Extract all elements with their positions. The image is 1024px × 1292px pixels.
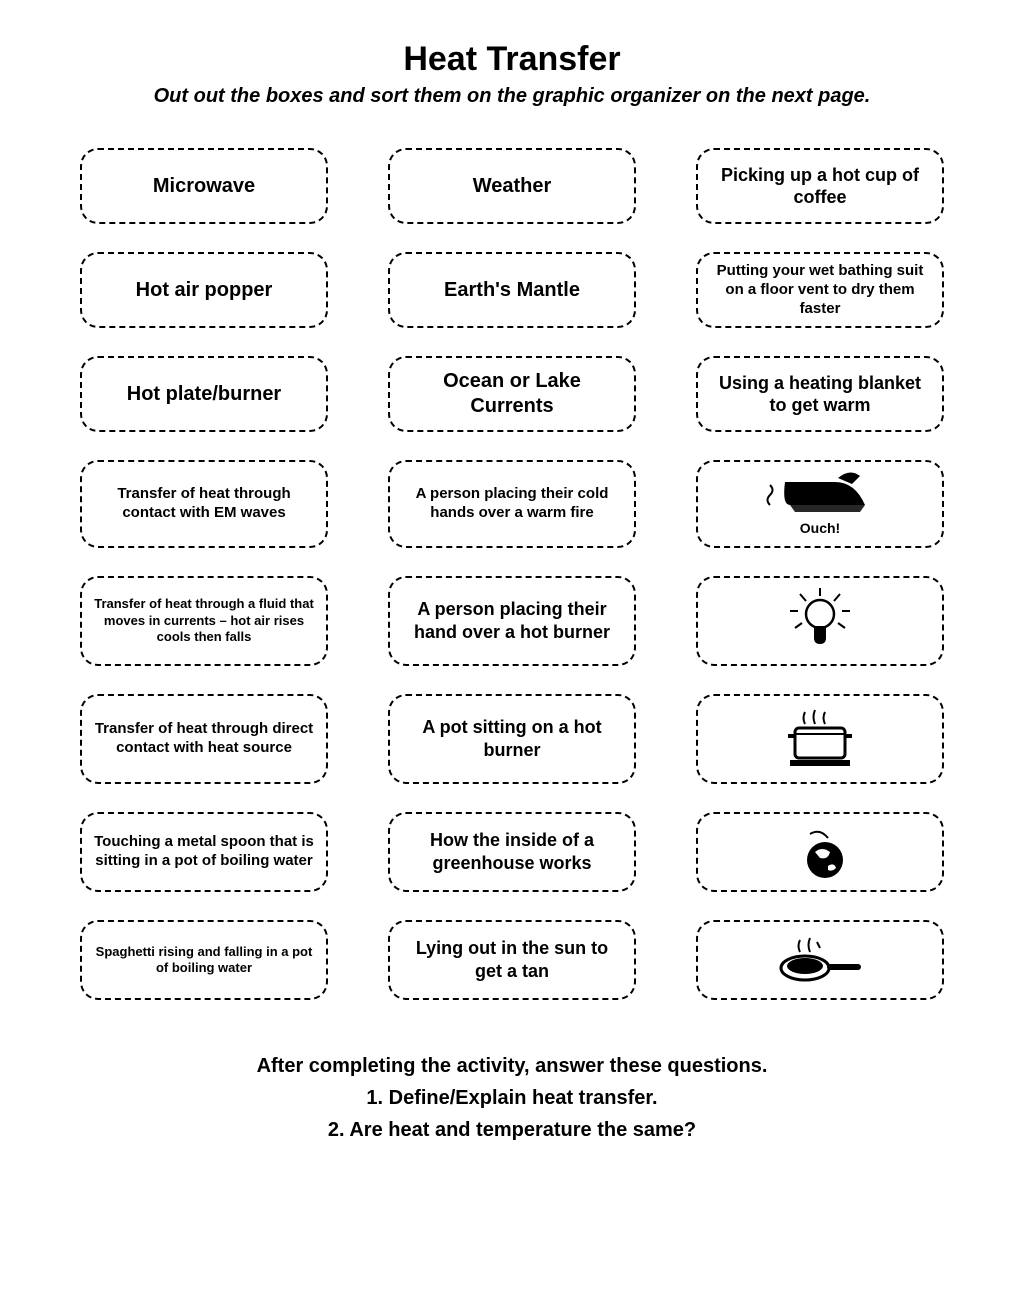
card-text: Transfer of heat through a fluid that mo… [92,596,316,645]
card-text: Earth's Mantle [444,278,580,303]
card-greenhouse: How the inside of a greenhouse works [388,812,636,892]
footer-questions: After completing the activity, answer th… [60,1050,964,1146]
card-sun-tan: Lying out in the sun to get a tan [388,920,636,1000]
card-hot-cup-coffee: Picking up a hot cup of coffee [696,148,944,224]
card-text: Picking up a hot cup of coffee [708,164,932,209]
frying-pan-icon [765,930,875,990]
card-text: Transfer of heat through contact with EM… [92,485,316,523]
icon-label: Ouch! [800,520,840,538]
instructions-text: Out out the boxes and sort them on the g… [60,85,964,108]
card-iron-ouch: Ouch! [696,460,944,548]
globe-icon [770,822,870,882]
card-text: Weather [473,174,552,199]
card-text: Ocean or Lake Currents [400,369,624,419]
card-earths-mantle: Earth's Mantle [388,252,636,328]
card-text: Transfer of heat through direct contact … [92,720,316,758]
card-pot-on-burner: A pot sitting on a hot burner [388,694,636,784]
card-fluid-currents-def: Transfer of heat through a fluid that mo… [80,576,328,666]
card-ocean-lake-currents: Ocean or Lake Currents [388,356,636,432]
card-grid: Microwave Weather Picking up a hot cup o… [60,148,964,1000]
card-text: How the inside of a greenhouse works [400,829,624,874]
card-em-waves-def: Transfer of heat through contact with EM… [80,460,328,548]
card-cold-hands-fire: A person placing their cold hands over a… [388,460,636,548]
card-text: Microwave [153,174,255,199]
card-text: A pot sitting on a hot burner [400,716,624,761]
card-bathing-suit-vent: Putting your wet bathing suit on a floor… [696,252,944,328]
card-text: Putting your wet bathing suit on a floor… [708,262,932,318]
footer-line-2: 1. Define/Explain heat transfer. [60,1082,964,1114]
card-heating-blanket: Using a heating blanket to get warm [696,356,944,432]
footer-line-1: After completing the activity, answer th… [60,1050,964,1082]
card-hand-over-burner: A person placing their hand over a hot b… [388,576,636,666]
steaming-pot-icon [770,704,870,774]
card-metal-spoon-pot: Touching a metal spoon that is sitting i… [80,812,328,892]
card-text: Spaghetti rising and falling in a pot of… [92,944,316,977]
card-text: Touching a metal spoon that is sitting i… [92,833,316,871]
card-text: Lying out in the sun to get a tan [400,937,624,982]
card-text: Using a heating blanket to get warm [708,372,932,417]
card-frying-pan [696,920,944,1000]
card-text: Hot plate/burner [127,382,281,407]
page-title: Heat Transfer [60,40,964,79]
card-direct-contact-def: Transfer of heat through direct contact … [80,694,328,784]
card-spaghetti-boiling: Spaghetti rising and falling in a pot of… [80,920,328,1000]
footer-line-3: 2. Are heat and temperature the same? [60,1114,964,1146]
card-hot-air-popper: Hot air popper [80,252,328,328]
card-text: A person placing their cold hands over a… [400,485,624,523]
card-hot-plate-burner: Hot plate/burner [80,356,328,432]
lightbulb-icon [780,586,860,656]
card-steaming-pot [696,694,944,784]
iron-icon [760,470,880,520]
card-lightbulb [696,576,944,666]
card-weather: Weather [388,148,636,224]
card-globe [696,812,944,892]
card-text: A person placing their hand over a hot b… [400,598,624,643]
card-microwave: Microwave [80,148,328,224]
card-text: Hot air popper [136,278,273,303]
